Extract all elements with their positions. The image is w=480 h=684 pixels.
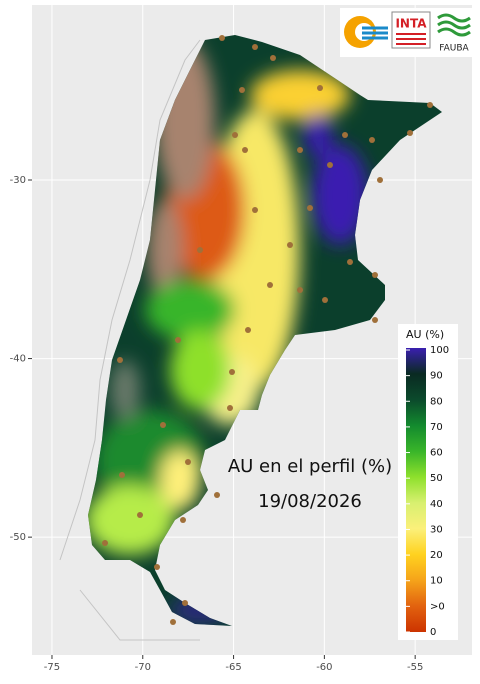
legend-label: >0	[430, 601, 445, 612]
legend-label: 60	[430, 448, 443, 459]
x-tick-label: -60	[316, 662, 332, 673]
legend-label: 100	[430, 345, 449, 356]
legend-label: 40	[430, 499, 443, 510]
logo-fauba: FAUBA	[439, 44, 469, 54]
neighbor-borders	[59, 39, 201, 641]
legend-label: 80	[430, 396, 443, 407]
x-tick-label: -75	[44, 662, 60, 673]
legend-label: 10	[430, 576, 443, 587]
legend-label: 20	[430, 550, 443, 561]
logo-inta: INTA	[395, 17, 427, 31]
x-tick-label: -70	[135, 662, 151, 673]
colorbar	[406, 348, 426, 632]
legend-label: 50	[430, 473, 443, 484]
axes: -75 -70 -65 -60 -55 -30 -40 -50	[10, 175, 424, 673]
legend-label: 90	[430, 371, 443, 382]
map-title: AU en el perfil (%)	[228, 456, 392, 477]
x-tick-label: -65	[225, 662, 241, 673]
stations	[102, 35, 433, 625]
legend-label: 70	[430, 422, 443, 433]
x-tick-label: -55	[407, 662, 423, 673]
y-tick-label: -50	[10, 532, 26, 543]
logos: INTA FAUBA	[340, 8, 472, 57]
map-date: 19/08/2026	[258, 491, 362, 512]
legend-label: 30	[430, 524, 443, 535]
y-tick-label: -30	[10, 175, 26, 186]
y-tick-label: -40	[10, 354, 26, 365]
legend-title: AU (%)	[406, 328, 444, 341]
legend-label: 0	[430, 627, 436, 638]
legend: AU (%) 100 90 80 70 60 50 40 30 20 10 >0 0	[398, 324, 458, 640]
